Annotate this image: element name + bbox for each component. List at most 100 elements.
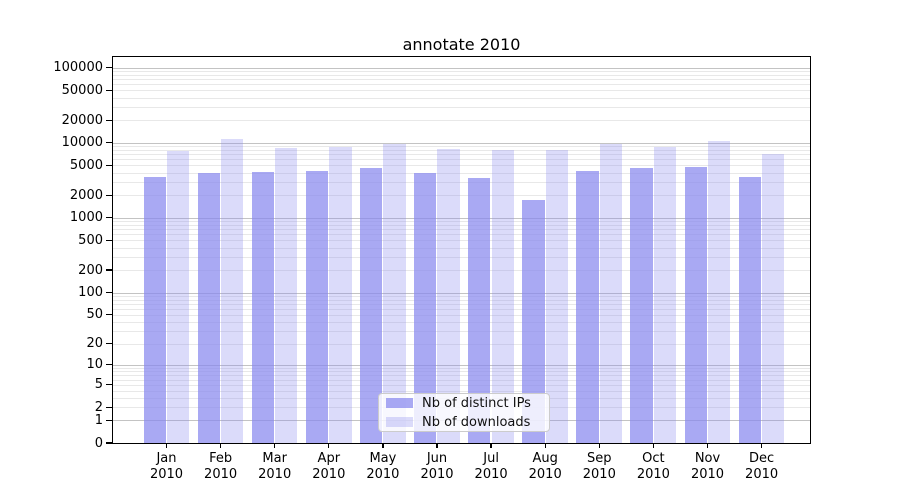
y-tick-mark (106, 343, 112, 345)
bar-distinct-ips-sep (576, 171, 599, 443)
gridline-minor (113, 154, 810, 156)
bar-distinct-ips-jan (143, 176, 166, 443)
y-tick-label: 5 (94, 377, 103, 393)
bar-distinct-ips-aug (522, 200, 545, 443)
y-tick-mark (106, 194, 112, 196)
gridline-minor (113, 75, 810, 76)
bar-downloads-feb (221, 139, 244, 443)
gridline-minor (113, 172, 810, 174)
bar-downloads-mar (275, 147, 298, 443)
chart-title: annotate 2010 (402, 35, 521, 54)
bar-downloads-sep (599, 144, 623, 443)
y-tick-label: 2 (94, 399, 103, 415)
bar-downloads-jul (491, 149, 514, 443)
y-tick-label: 20 (86, 336, 103, 352)
x-tick-label: Mar 2010 (258, 451, 292, 482)
bar-downloads-jun (437, 149, 460, 443)
y-tick-label: 2000 (69, 187, 103, 203)
gridline-minor (113, 165, 810, 167)
bar-downloads-jan (166, 151, 190, 443)
y-tick-mark (106, 67, 112, 69)
bar-distinct-ips-jun (414, 172, 437, 443)
gridline-minor (113, 150, 810, 152)
gridline-minor (113, 107, 810, 108)
y-tick-mark (106, 419, 112, 422)
gridline-minor (113, 257, 810, 258)
legend-item-distinct-ips: Nb of distinct IPs (386, 396, 549, 411)
x-tick-label: Sep 2010 (582, 451, 616, 482)
bar-downloads-may (383, 144, 406, 443)
gridline-minor (113, 322, 810, 323)
gridline-minor (113, 84, 810, 86)
gridline-minor (113, 299, 810, 301)
y-tick-mark (106, 314, 112, 316)
gridline-major (113, 67, 810, 69)
x-tick-label: Aug 2010 (528, 451, 562, 482)
gridline-minor (113, 384, 810, 386)
bar-distinct-ips-jul (468, 178, 491, 443)
gridline-minor (113, 120, 810, 122)
legend-label-distinct-ips: Nb of distinct IPs (422, 395, 531, 411)
y-tick-mark (106, 383, 112, 386)
gridline-minor (113, 367, 810, 369)
gridline-minor (113, 90, 810, 92)
gridline-minor (113, 234, 810, 236)
y-tick-mark (106, 442, 112, 444)
gridline-minor (113, 379, 810, 381)
bar-distinct-ips-oct (630, 168, 653, 443)
x-tick-label: Nov 2010 (690, 451, 725, 482)
y-tick-mark (106, 217, 112, 219)
legend-swatch-distinct-ips (386, 398, 413, 408)
gridline-minor (113, 79, 810, 81)
bar-distinct-ips-may (359, 167, 383, 443)
x-tick-label: Dec 2010 (745, 451, 779, 482)
gridline-major (113, 142, 810, 144)
bar-downloads-oct (653, 146, 677, 443)
bar-distinct-ips-dec (738, 177, 761, 443)
gridline-minor (113, 296, 810, 297)
bar-distinct-ips-mar (251, 172, 275, 443)
x-tick-mark (598, 443, 600, 448)
y-tick-label: 500 (78, 232, 103, 248)
y-tick-mark (106, 364, 112, 366)
legend-swatch-downloads (386, 417, 413, 427)
gridline-minor (113, 159, 810, 161)
legend: Nb of distinct IPs Nb of downloads (378, 393, 550, 432)
gridline-minor (113, 221, 810, 223)
x-tick-label: May 2010 (366, 451, 400, 482)
y-tick-label: 10000 (61, 135, 103, 151)
x-tick-mark (706, 443, 709, 448)
y-tick-label: 5000 (69, 157, 103, 173)
y-tick-label: 10 (86, 357, 103, 373)
x-tick-mark (544, 443, 546, 448)
gridline-minor (113, 240, 810, 242)
y-tick-mark (106, 89, 112, 91)
y-tick-mark (106, 119, 112, 121)
gridline-minor (113, 182, 810, 183)
gridline-minor (113, 375, 810, 377)
gridline-minor (113, 97, 810, 99)
bar-distinct-ips-apr (305, 171, 329, 443)
legend-label-downloads: Nb of downloads (422, 414, 531, 430)
y-tick-mark (106, 406, 112, 408)
x-tick-label: Oct 2010 (636, 451, 670, 482)
bar-distinct-ips-feb (197, 173, 220, 443)
legend-item-downloads: Nb of downloads (386, 415, 549, 430)
gridline-minor (113, 270, 810, 272)
y-tick-label: 200 (78, 262, 103, 278)
y-tick-label: 0 (94, 435, 103, 451)
gridline-minor (113, 343, 810, 345)
bar-distinct-ips-nov (684, 166, 707, 443)
y-tick-label: 20000 (61, 112, 103, 128)
y-tick-label: 1 (94, 412, 103, 428)
x-tick-mark (382, 443, 384, 448)
gridline-minor (113, 146, 810, 148)
y-tick-mark (106, 239, 112, 242)
x-tick-label: Apr 2010 (312, 451, 346, 482)
y-tick-mark (106, 142, 112, 144)
x-tick-label: Feb 2010 (204, 451, 238, 482)
y-tick-label: 100 (78, 285, 103, 301)
y-tick-mark (106, 291, 112, 294)
gridline-major (113, 364, 810, 366)
bar-downloads-nov (707, 141, 731, 443)
